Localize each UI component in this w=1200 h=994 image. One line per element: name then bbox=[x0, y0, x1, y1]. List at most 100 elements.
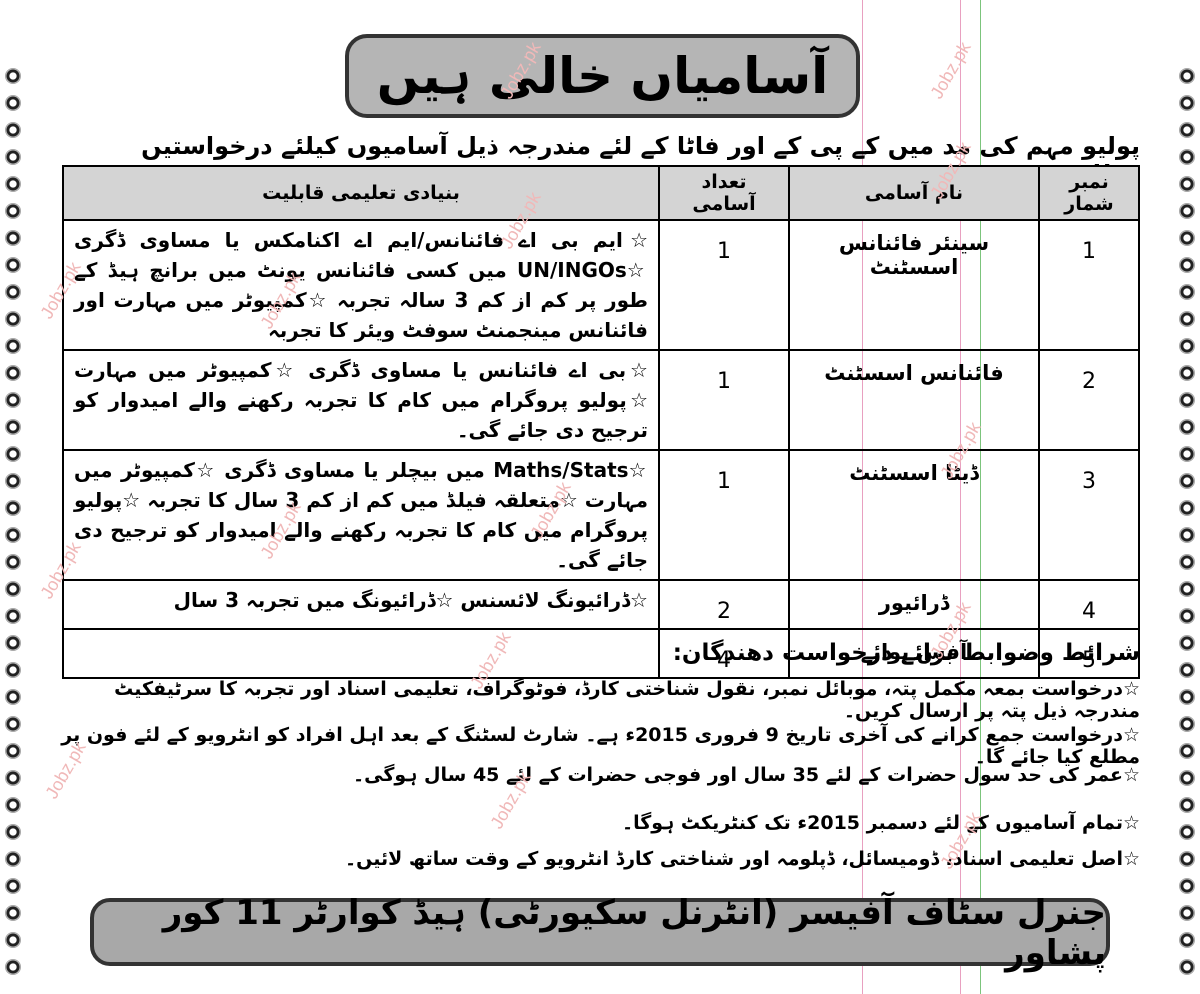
post-count: 1 bbox=[658, 219, 790, 351]
qualification bbox=[62, 628, 660, 679]
border-dot bbox=[5, 959, 21, 975]
header-cell: نمبر شمار bbox=[1038, 165, 1140, 221]
border-dot bbox=[5, 608, 21, 624]
post-name: سینئر فائنانس اسسٹنٹ bbox=[788, 219, 1040, 351]
border-dot bbox=[5, 446, 21, 462]
border-dot bbox=[1179, 68, 1195, 84]
border-dot bbox=[5, 635, 21, 651]
border-dot bbox=[5, 878, 21, 894]
border-dot bbox=[1179, 878, 1195, 894]
border-dot bbox=[5, 203, 21, 219]
border-dot bbox=[1179, 959, 1195, 975]
qualification: ☆بی اے فائنانس یا مساوی ڈگری ☆کمپیوٹر می… bbox=[62, 349, 660, 451]
border-dot bbox=[5, 311, 21, 327]
row-number: 4 bbox=[1038, 579, 1140, 630]
border-dot bbox=[1179, 149, 1195, 165]
qualification: ☆ڈرائیونگ لائسنس ☆ڈرائیونگ میں تجربہ 3 س… bbox=[62, 579, 660, 630]
border-dot bbox=[5, 905, 21, 921]
border-dot bbox=[1179, 824, 1195, 840]
post-count: 1 bbox=[658, 349, 790, 451]
border-dot bbox=[1179, 581, 1195, 597]
border-dot bbox=[5, 149, 21, 165]
border-dot bbox=[1179, 608, 1195, 624]
border-dot bbox=[1179, 338, 1195, 354]
border-dot bbox=[1179, 257, 1195, 273]
condition-item: ☆درخواست بمعہ مکمل پتہ، موبائل نمبر، نقو… bbox=[114, 678, 1140, 722]
table-row: 1 سینئر فائنانس اسسٹنٹ 1 ☆ایم بی اے فائنانس… bbox=[62, 219, 1140, 351]
footer: جنرل سٹاف آفیسر (انٹرنل سکیورٹی) ہیڈ کوا… bbox=[90, 893, 1110, 973]
border-dot bbox=[5, 68, 21, 84]
watermark: Jobz.pk bbox=[926, 38, 975, 103]
border-dot bbox=[1179, 635, 1195, 651]
condition-item: ☆درخواست جمع کرانے کی آخری تاریخ 9 فروری… bbox=[61, 724, 1140, 768]
border-dot bbox=[1179, 473, 1195, 489]
border-dot bbox=[5, 338, 21, 354]
header-cell: بنیادی تعلیمی قابلیت bbox=[62, 165, 660, 221]
border-dot bbox=[1179, 122, 1195, 138]
border-dot bbox=[1179, 716, 1195, 732]
table-row: 2 فائنانس اسسٹنٹ 1 ☆بی اے فائنانس یا مساوی … bbox=[62, 349, 1140, 451]
border-dot bbox=[1179, 932, 1195, 948]
border-dot bbox=[5, 851, 21, 867]
qualification: ☆ایم بی اے فائنانس/ایم اے اکنامکس یا مسا… bbox=[62, 219, 660, 351]
row-number: 1 bbox=[1038, 219, 1140, 351]
border-dot bbox=[1179, 365, 1195, 381]
border-dot bbox=[5, 932, 21, 948]
border-dot bbox=[1179, 500, 1195, 516]
border-dot bbox=[5, 554, 21, 570]
conditions-heading: شرائط وضوابط برائے درخواست دھندگان: bbox=[672, 640, 1140, 666]
border-dot bbox=[1179, 770, 1195, 786]
post-count: 1 bbox=[658, 449, 790, 581]
border-dot bbox=[1179, 851, 1195, 867]
border-dot bbox=[5, 581, 21, 597]
table-row: 5 آفس بوائے 4 bbox=[62, 628, 1140, 679]
condition-item: ☆اصل تعلیمی اسناد، ڈومیسائل، ڈپلومہ اور … bbox=[344, 848, 1140, 870]
border-dot bbox=[5, 770, 21, 786]
condition-item: ☆عمر کی حد سول حضرات کے لئے 35 سال اور ف… bbox=[352, 764, 1140, 786]
vacancy-table: نمبر شمار نام آسامی تعداد آسامی بنیادی ت… bbox=[62, 165, 1140, 679]
border-dot bbox=[5, 689, 21, 705]
border-dot bbox=[5, 122, 21, 138]
border-dot bbox=[5, 284, 21, 300]
row-number: 2 bbox=[1038, 349, 1140, 451]
border-dot bbox=[5, 500, 21, 516]
border-dot bbox=[1179, 554, 1195, 570]
header-cell: تعداد آسامی bbox=[658, 165, 790, 221]
border-dot bbox=[5, 473, 21, 489]
post-count: 2 bbox=[658, 579, 790, 630]
border-dot bbox=[5, 392, 21, 408]
condition-item: ☆تمام آسامیوں کے لئے دسمبر 2015ء تک کنٹر… bbox=[621, 812, 1140, 834]
post-count: 4 bbox=[658, 628, 790, 679]
border-dot bbox=[1179, 797, 1195, 813]
border-dot bbox=[5, 797, 21, 813]
border-dot bbox=[1179, 284, 1195, 300]
border-dot bbox=[1179, 689, 1195, 705]
border-dot bbox=[1179, 203, 1195, 219]
table-row: 3 ڈیٹا اسسٹنٹ 1 ☆Maths/Stats میں بیچلر یا م… bbox=[62, 449, 1140, 581]
border-dot bbox=[1179, 176, 1195, 192]
border-dot bbox=[1179, 743, 1195, 759]
title: آسامیاں خالی ہیں bbox=[345, 34, 860, 118]
border-dot bbox=[5, 743, 21, 759]
row-number: 3 bbox=[1038, 449, 1140, 581]
border-dot bbox=[1179, 662, 1195, 678]
border-dot bbox=[5, 176, 21, 192]
row-number: 5 bbox=[1038, 628, 1140, 679]
post-name: ڈرائیور bbox=[788, 579, 1040, 630]
header-cell: نام آسامی bbox=[788, 165, 1040, 221]
border-dot bbox=[5, 365, 21, 381]
border-dot bbox=[1179, 419, 1195, 435]
border-dot bbox=[5, 230, 21, 246]
border-dot bbox=[1179, 905, 1195, 921]
border-dot bbox=[1179, 392, 1195, 408]
border-dot bbox=[5, 527, 21, 543]
border-dot bbox=[5, 95, 21, 111]
border-dot bbox=[1179, 311, 1195, 327]
post-name: آفس بوائے bbox=[788, 628, 1040, 679]
qualification: ☆Maths/Stats میں بیچلر یا مساوی ڈگری ☆کم… bbox=[62, 449, 660, 581]
border-dot bbox=[5, 716, 21, 732]
border-dot bbox=[5, 824, 21, 840]
post-name: فائنانس اسسٹنٹ bbox=[788, 349, 1040, 451]
post-name: ڈیٹا اسسٹنٹ bbox=[788, 449, 1040, 581]
